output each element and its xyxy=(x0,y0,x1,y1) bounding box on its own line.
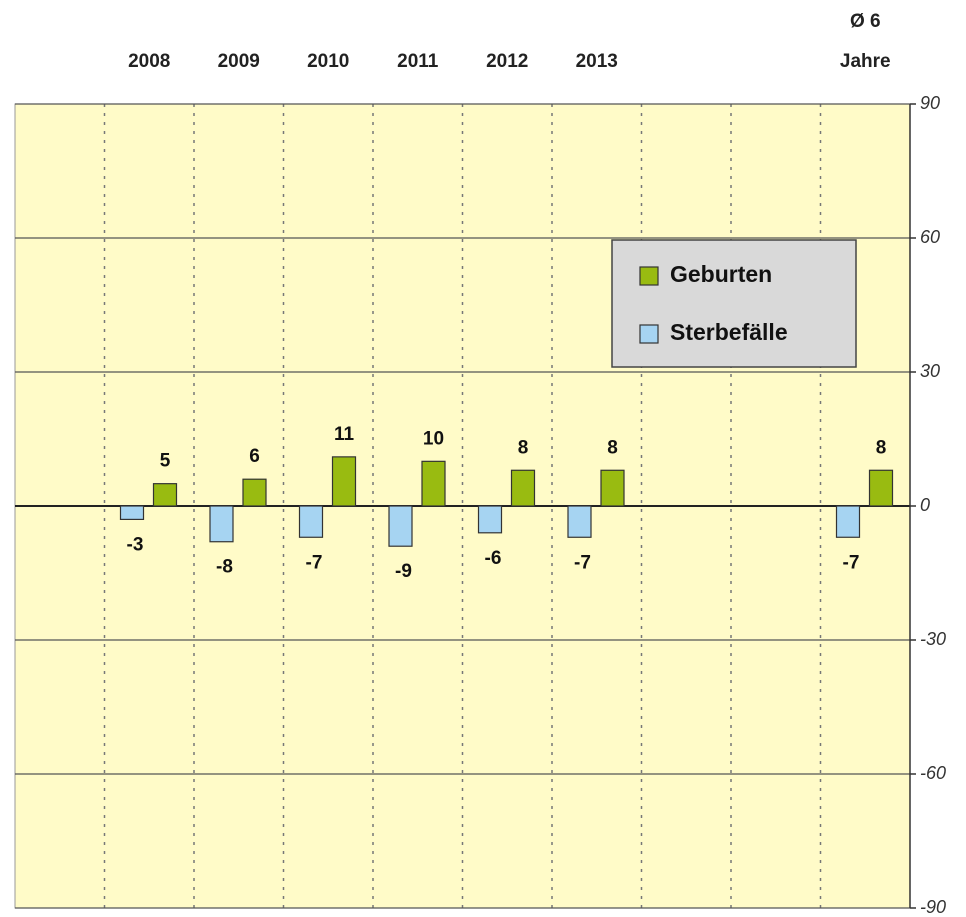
x-tick-label: Ø 6 Jahre xyxy=(840,11,891,72)
legend-swatch xyxy=(639,324,659,344)
bar xyxy=(119,505,145,520)
x-tick-label: 2009 xyxy=(218,51,260,72)
value-label: -6 xyxy=(485,548,502,569)
bar xyxy=(421,460,446,507)
bar xyxy=(242,478,267,507)
value-label: -3 xyxy=(127,534,144,555)
value-label: -7 xyxy=(306,552,323,573)
x-tick-label: 2013 xyxy=(576,51,618,72)
y-tick-label: 30 xyxy=(920,361,940,381)
legend xyxy=(611,239,857,368)
value-label: -7 xyxy=(574,552,591,573)
legend-label: Geburten xyxy=(670,261,772,287)
bar xyxy=(600,469,625,507)
legend-swatch xyxy=(639,266,659,286)
value-label: -7 xyxy=(843,552,860,573)
bar xyxy=(388,505,413,547)
bar xyxy=(835,505,861,538)
y-tick-label: 90 xyxy=(920,93,940,113)
value-label: 5 xyxy=(160,451,171,472)
y-tick-label: 60 xyxy=(920,227,940,247)
value-label: -8 xyxy=(216,557,233,578)
bar xyxy=(510,469,536,507)
x-tick-label: 2012 xyxy=(486,51,528,72)
bar xyxy=(567,505,592,538)
x-tick-label: 2010 xyxy=(307,51,349,72)
bar xyxy=(477,505,503,534)
value-label: 6 xyxy=(249,446,260,467)
bar xyxy=(298,505,324,538)
y-tick-label: -90 xyxy=(920,897,946,917)
x-tick-label: 2011 xyxy=(397,51,439,72)
value-label: -9 xyxy=(395,561,412,582)
bar xyxy=(331,456,357,507)
value-label: 11 xyxy=(334,424,355,445)
bar xyxy=(209,505,234,543)
value-label: 8 xyxy=(607,437,618,458)
value-label: 8 xyxy=(518,437,529,458)
y-tick-label: 0 xyxy=(920,495,930,515)
legend-label: Sterbefälle xyxy=(670,319,788,345)
bar xyxy=(152,483,178,507)
value-label: 8 xyxy=(876,437,887,458)
value-label: 10 xyxy=(423,428,444,449)
bar xyxy=(868,469,894,507)
y-tick-label: -30 xyxy=(920,629,946,649)
y-tick-label: -60 xyxy=(920,763,946,783)
x-tick-label: 2008 xyxy=(128,51,170,72)
